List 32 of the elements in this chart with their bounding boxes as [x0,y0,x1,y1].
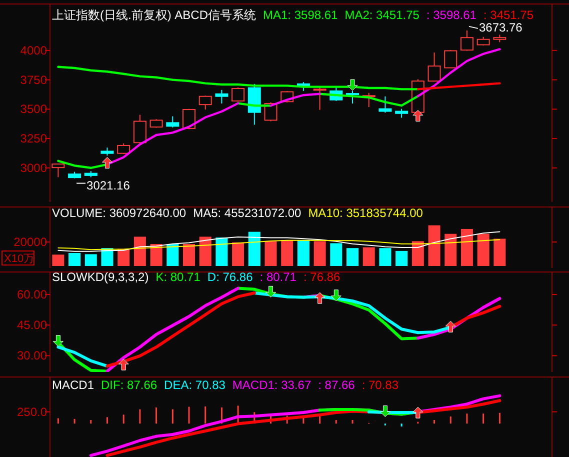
annotation: MA1: 3598.61 [263,8,338,22]
chart-title: 上证指数(日线.前复权) ABCD信号系统 [52,8,256,22]
chart-title: MACD1 [52,378,94,392]
text: DEA: 70.83 [164,378,226,392]
text: MA5: 455231072.00 [193,206,302,220]
text: MA10: 351835744.00 [308,206,424,220]
y-tick-label: 3250 [20,132,48,146]
text: DIF: 87.66 [101,378,158,392]
annotation: 3021.16 [86,178,130,192]
y-tick-label: 60.00 [16,287,48,302]
y-tick-label: 3500 [20,102,48,116]
annotation: : 80.71 [260,270,297,284]
y-tick-label: 45.00 [16,318,48,332]
chart-title: VOLUME: 360972640.00 [52,206,186,220]
text: : 70.83 [362,378,399,392]
y-axis-title: X10万 [4,253,35,265]
text: 250.0 [16,404,48,419]
annotation: K: 80.71 [156,270,201,284]
text: 20000 [14,235,48,249]
annotation: : 3598.61 [426,8,477,22]
annotation: : 3451.75 [483,8,534,22]
y-tick-label: 4000 [20,43,48,58]
annotation: 3673.76 [478,20,523,34]
y-tick-label: 3000 [20,160,48,175]
y-tick-label: 3750 [20,72,48,87]
annotation: D: 76.86 [207,270,254,284]
text: : 87.66 [318,378,356,392]
annotation: : 76.86 [303,270,341,284]
annotation: MA2: 3451.75 [344,8,420,22]
text: MACD1: 33.67 [232,378,312,392]
y-tick-label: 30.00 [16,348,48,363]
chart-title: SLOWKD(9,3,3,2) [52,270,149,284]
